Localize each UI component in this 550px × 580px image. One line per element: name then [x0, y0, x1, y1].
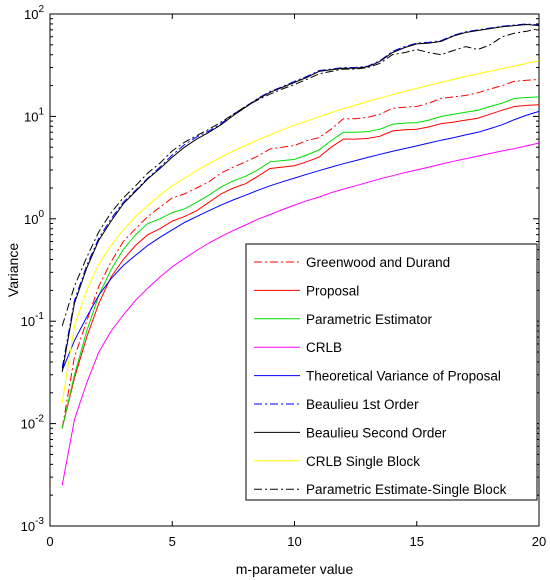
- legend-label-1: Proposal: [306, 283, 359, 298]
- legend-label-7: CRLB Single Block: [306, 454, 420, 469]
- legend-label-3: CRLB: [306, 340, 342, 355]
- x-tick-label: 10: [287, 534, 301, 549]
- y-tick-label: 101: [24, 106, 44, 124]
- series-line-1: [61, 104, 540, 429]
- series-line-5: [61, 23, 540, 368]
- y-tick-label: 102: [24, 4, 44, 22]
- series-line-6: [61, 23, 540, 372]
- series-line-4: [61, 110, 540, 371]
- legend-frame: [245, 243, 538, 501]
- x-tick-label: 15: [410, 534, 424, 549]
- legend-label-4: Theoretical Variance of Proposal: [306, 369, 501, 384]
- y-tick-label: 10-3: [21, 516, 45, 534]
- series-line-7: [61, 60, 540, 403]
- y-tick-label: 100: [24, 209, 44, 227]
- series-line-8: [61, 28, 540, 327]
- x-tick-label: 20: [532, 534, 546, 549]
- series-line-3: [61, 142, 540, 486]
- x-tick-label: 5: [169, 534, 176, 549]
- series-layer: [61, 23, 540, 486]
- y-tick-label: 10-1: [21, 311, 45, 329]
- legend-label-5: Beaulieu 1st Order: [306, 397, 419, 412]
- series-line-0: [61, 78, 540, 429]
- x-tick-label: 0: [46, 534, 53, 549]
- x-axis-label: m-parameter value: [236, 561, 354, 577]
- legend-label-6: Beaulieu Second Order: [306, 425, 447, 440]
- legend-label-8: Parametric Estimate-Single Block: [306, 482, 507, 497]
- y-tick-label: 10-2: [21, 414, 45, 432]
- legend-label-2: Parametric Estimator: [306, 312, 433, 327]
- legend-label-0: Greenwood and Durand: [306, 255, 450, 270]
- series-line-2: [61, 96, 540, 429]
- y-axis-label: Variance: [5, 243, 21, 297]
- tick-layer: 0 5 10 15 20 10-3 10-2 10-1 100 101 102: [21, 4, 547, 549]
- legend: Greenwood and Durand Proposal Parametric E…: [245, 243, 538, 501]
